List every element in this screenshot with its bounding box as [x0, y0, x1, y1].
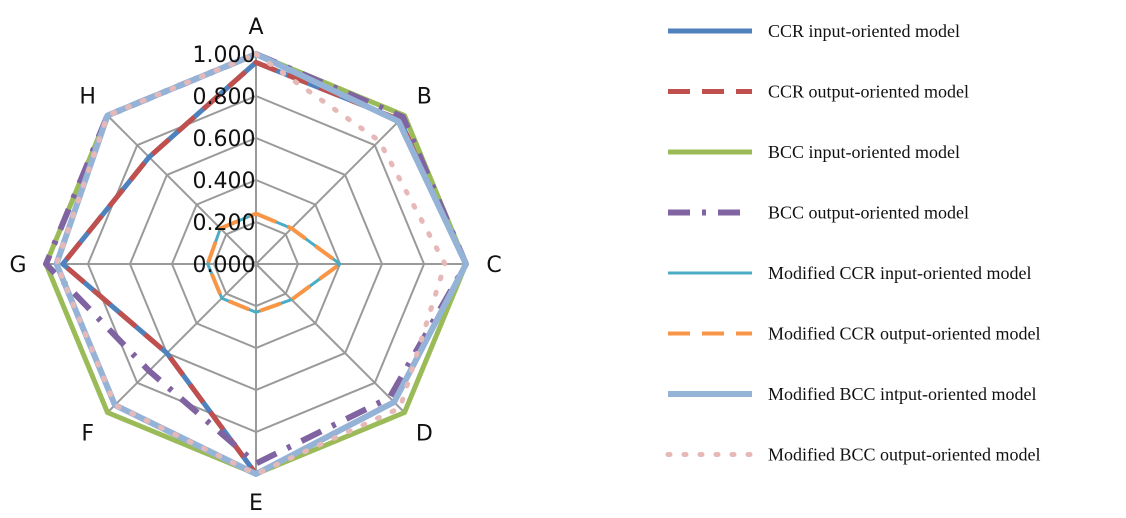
legend-label: BCC output-oriented model: [768, 203, 969, 223]
grid-spoke: [106, 263, 257, 414]
legend-label: Modified CCR output-oriented model: [768, 324, 1040, 344]
tick-label: 0.800: [193, 85, 256, 110]
grid-spoke: [106, 114, 257, 265]
grid-spoke: [255, 114, 406, 265]
tick-label: 0.000: [193, 253, 256, 278]
series-line: [206, 212, 342, 314]
grid-spoke: [255, 263, 406, 414]
category-label: H: [79, 85, 96, 110]
category-label: D: [416, 421, 433, 446]
legend-label: Modified CCR input-oriented model: [768, 263, 1031, 283]
category-label: F: [81, 421, 94, 446]
tick-label: 1.000: [193, 43, 256, 68]
tick-label: 0.600: [193, 127, 256, 152]
series-line: [43, 51, 469, 467]
tick-label: 0.200: [193, 211, 256, 236]
legend-label: BCC input-oriented model: [768, 142, 960, 162]
legend-label: CCR input-oriented model: [768, 21, 960, 41]
spoke-labels: A B C D E F G H: [9, 15, 501, 516]
tick-label: 0.400: [193, 169, 256, 194]
category-label: A: [248, 15, 263, 40]
category-label: C: [486, 253, 501, 278]
tick-labels: 0.000 0.200 0.400 0.600 0.800 1.000: [193, 43, 256, 278]
legend-label: Modified BCC output-oriented model: [768, 445, 1040, 465]
category-label: G: [9, 253, 26, 278]
radar-series: [43, 51, 469, 477]
series-line: [53, 51, 469, 477]
category-label: E: [249, 491, 263, 516]
legend-label: CCR output-oriented model: [768, 82, 969, 102]
legend: CCR input-oriented model CCR output-orien…: [665, 21, 1040, 465]
category-label: B: [417, 85, 432, 110]
legend-label: Modified BCC intput-oriented model: [768, 384, 1036, 404]
